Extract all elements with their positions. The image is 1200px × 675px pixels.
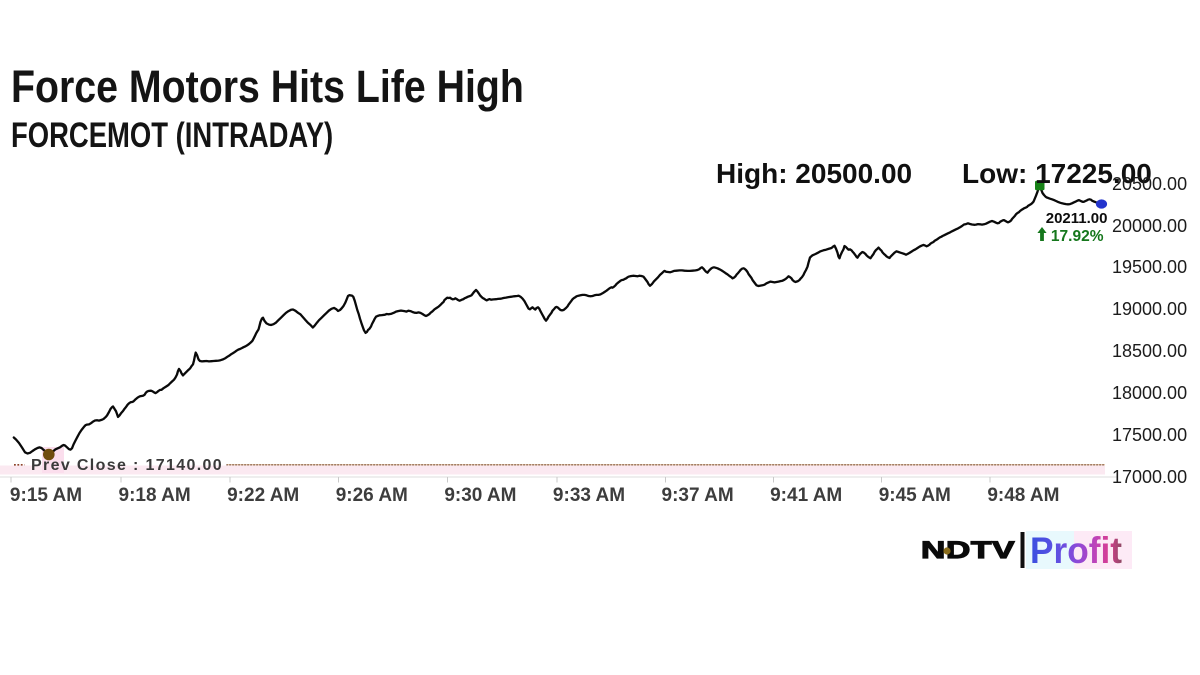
- svg-text:Profit: Profit: [1030, 530, 1122, 571]
